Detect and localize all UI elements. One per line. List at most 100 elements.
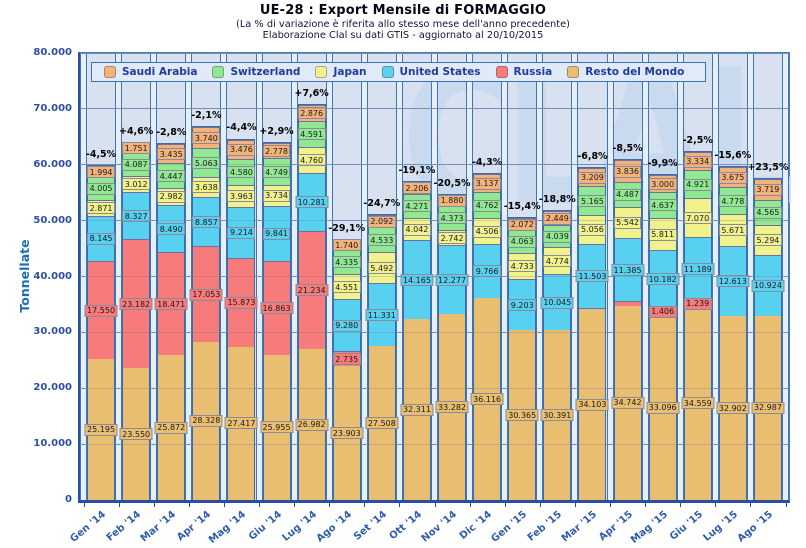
bar-segment: 5.063 — [192, 148, 221, 177]
x-axis-tick-mark — [364, 503, 366, 507]
bar-segment: 3.963 — [227, 184, 256, 207]
segment-value-label: 4.565 — [753, 206, 782, 219]
bar-segment: 3.836 — [613, 160, 642, 182]
segment-value-label: 4.580 — [227, 166, 256, 179]
bar-segment: 1.239 — [683, 297, 712, 310]
stacked-bar: 34.742 11.385 5.542 4.487 3.836 — [611, 159, 645, 500]
stacked-bar: 30.365 9.203 4.733 4.063 2.072 — [505, 217, 539, 500]
stacked-bar: 23.903 2.735 9.280 4.551 4.335 1.740 — [330, 238, 364, 500]
y-axis-tick-label: 0 — [65, 494, 72, 505]
bar-column: 25.195 17.550 8.145 2.871 4.005 1.994 -4,5% — [84, 53, 118, 500]
stacked-bar: 36.116 9.766 4.506 4.762 3.137 — [470, 173, 504, 500]
bar-segment: 4.271 — [402, 193, 431, 218]
gridline — [80, 108, 789, 110]
bar-segment: 23.903 — [330, 366, 364, 500]
chart-source-note: Elaborazione Clal su dati GTIS - aggiorn… — [262, 30, 544, 41]
x-axis-tick-mark — [645, 503, 647, 507]
segment-value-label: 10.281 — [295, 196, 329, 209]
bar-segment: 3.012 — [122, 175, 151, 193]
pct-change-label: -2,8% — [156, 127, 187, 139]
bar-segment: 27.508 — [365, 346, 399, 500]
segment-value-label: 4.533 — [367, 234, 396, 247]
pct-change-label: +7,6% — [294, 87, 329, 99]
bar-segment: 2.072 — [508, 218, 537, 231]
bar-segment: 32.987 — [751, 315, 785, 500]
x-axis-tick-mark — [188, 503, 190, 507]
segment-value-label: 27.417 — [224, 417, 258, 430]
pct-change-label: -15,6% — [714, 149, 752, 161]
bar-column: 28.328 17.053 8.857 3.638 5.063 3.740 -2,1% — [189, 53, 223, 500]
legend-label: Russia — [513, 66, 553, 78]
gridline-overlay — [80, 276, 789, 277]
segment-value-label: 9.841 — [262, 227, 291, 240]
segment-value-label: 28.328 — [189, 414, 223, 427]
bar-column: 30.365 9.203 4.733 4.063 2.072 -15,4% — [504, 53, 541, 500]
bar-segment: 8.857 — [192, 196, 221, 247]
bar-segment: 3.734 — [262, 184, 291, 206]
segment-value-label: 14.165 — [400, 274, 434, 287]
segment-value-label: 9.203 — [508, 299, 537, 312]
segment-value-label: 3.836 — [613, 165, 642, 178]
legend-item: Resto del Mondo — [567, 66, 684, 78]
segment-value-label: 9.766 — [473, 265, 502, 278]
segment-value-label: 5.492 — [367, 262, 396, 275]
bar-column: 30.391 10.045 4.774 4.039 2.449 -18,8% — [539, 53, 576, 500]
segment-value-label: 5.056 — [578, 223, 607, 236]
segment-value-label: 7.070 — [683, 212, 712, 225]
bar-segment: 12.613 — [716, 245, 750, 317]
segment-value-label: 1.406 — [648, 305, 677, 318]
bar-segment: 4.637 — [648, 191, 677, 218]
bar-segment: 5.671 — [718, 214, 747, 246]
pct-change-label: +23,5% — [747, 161, 789, 173]
legend-label: Resto del Mondo — [585, 66, 685, 78]
bar-segment: 1.994 — [87, 166, 115, 179]
pct-change-label: -9,9% — [647, 158, 678, 170]
segment-value-label: 1.740 — [332, 239, 361, 252]
segment-value-label: 3.719 — [753, 183, 782, 196]
segment-value-label: 3.963 — [227, 190, 256, 203]
y-axis-tick-label: 70.000 — [33, 102, 72, 114]
bar-segment: 4.778 — [718, 187, 747, 215]
bar-segment — [579, 307, 606, 310]
segment-value-label: 26.982 — [295, 418, 329, 431]
pct-change-label: -24,7% — [363, 198, 401, 210]
legend-item: Switzerland — [212, 66, 300, 78]
bar-column: 26.982 21.234 10.281 4.760 4.591 2.876 +7,6% — [294, 53, 329, 500]
segment-value-label: 2.778 — [262, 145, 291, 158]
bar-segment: 4.551 — [332, 273, 361, 300]
bar-segment: 4.087 — [122, 152, 151, 176]
stacked-bar: 25.195 17.550 8.145 2.871 4.005 1.994 — [84, 165, 118, 500]
segment-value-label: 2.871 — [87, 202, 115, 215]
x-axis-tick-mark — [83, 503, 85, 507]
stacked-bar: 32.987 10.924 5.294 4.565 3.719 — [751, 177, 785, 500]
bar-column: 23.550 23.182 8.327 3.012 4.087 1.751 +4,6% — [119, 53, 153, 500]
bar-segment: 5.294 — [753, 225, 782, 255]
bar-segment: 2.449 — [543, 211, 572, 225]
bar-segment: 5.811 — [648, 217, 677, 251]
segment-value-label: 4.042 — [402, 223, 431, 236]
gridline — [80, 52, 789, 54]
segment-value-label: 11.503 — [575, 270, 609, 283]
segment-value-label: 2.449 — [543, 212, 572, 225]
bar-segment: 3.435 — [157, 144, 186, 164]
bar-segment: 4.373 — [438, 205, 466, 231]
segment-value-label: 4.335 — [332, 256, 361, 269]
pct-change-label: -4,4% — [226, 122, 257, 134]
segment-value-label: 4.733 — [508, 260, 537, 273]
bar-segment: 4.063 — [508, 229, 537, 253]
legend-color-chip — [212, 66, 225, 78]
stacked-bar: 27.417 15.873 9.214 3.963 4.580 3.476 — [224, 138, 258, 500]
stacked-bar: 33.096 1.406 10.182 5.811 4.637 3.000 — [646, 174, 680, 500]
bar-segment: 32.902 — [716, 316, 750, 500]
x-axis-tick-mark — [223, 503, 225, 507]
x-axis-tick-mark — [329, 503, 331, 507]
x-axis-tick-mark — [469, 503, 471, 507]
bar-segment: 9.203 — [508, 278, 537, 331]
bar-column: 32.311 14.165 4.042 4.271 2.206 -19,1% — [398, 53, 435, 500]
segment-value-label: 4.063 — [508, 235, 537, 248]
chart-subtitle: (La % di variazione è riferita allo stes… — [236, 19, 570, 30]
gridline-overlay — [80, 220, 789, 222]
bar-segment: 11.189 — [681, 237, 715, 300]
legend-item: Japan — [315, 66, 367, 78]
pct-change-label: -19,1% — [398, 164, 436, 176]
